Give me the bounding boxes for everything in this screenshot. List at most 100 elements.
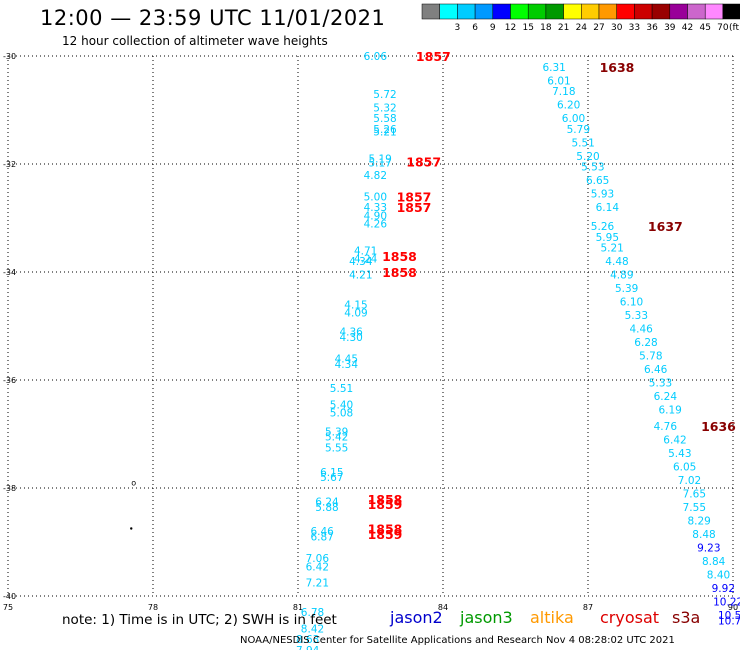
legend-swatch [598,3,617,20]
wave-height-label: 6.14 [596,202,620,214]
wave-height-label: 6.78 [301,607,324,619]
time-label: 1638 [600,60,635,75]
wave-height-label: 4.15 [344,299,367,311]
wave-height-label: 4.48 [605,256,628,268]
wave-height-label: 4.71 [354,245,377,257]
legend-label: 36 [646,23,658,33]
y-tick-label: -40 [3,592,16,601]
wave-height-label: 4.09 [344,308,367,320]
wave-height-label: 4.36 [339,326,363,338]
legend-label: 42 [682,23,693,33]
wave-height-label: 8.40 [707,569,730,581]
x-tick-label: 75 [3,603,13,612]
wave-height-label: 5.95 [596,232,619,244]
wave-height-label: 4.30 [339,332,362,344]
grid [7,55,734,597]
wave-height-label: 4.24 [354,254,378,266]
legend-label: 18 [540,23,552,33]
satellite-label-s3a: s3a [672,608,701,627]
wave-height-label: 5.55 [325,443,348,455]
x-tick-label: 84 [438,603,448,612]
y-tick-label: -30 [3,52,16,61]
island-marker: o [131,479,136,488]
wave-height-label: 5.26 [373,124,397,136]
wave-height-label: 10.55 [718,610,740,622]
wave-height-label: 8.29 [687,515,710,527]
wave-height-label: 4.82 [364,170,387,182]
legend-swatch [616,3,635,20]
wave-height-label: 5.17 [368,157,391,169]
wave-height-label: 10.72 [718,615,740,627]
wave-height-label: 4.45 [335,353,358,365]
legend-swatch [421,3,440,20]
legend-swatch [510,3,529,20]
time-label: 1858 [368,492,403,507]
wave-height-label: 5.42 [325,432,348,444]
wave-height-label: 9.23 [697,542,720,554]
wave-height-label: 5.67 [320,472,343,484]
wave-height-label: 6.24 [315,497,339,509]
legend-swatch [545,3,564,20]
wave-height-label: 5.78 [639,351,662,363]
wave-height-label: 5.20 [576,151,599,163]
time-label: 1857 [397,189,432,204]
legend-label: 15 [522,23,533,33]
legend-label: 33 [629,23,640,33]
legend-swatch [474,3,494,20]
wave-height-label: 6.19 [658,405,681,417]
legend-label: 30 [611,23,623,33]
wave-height-label: 7.21 [306,578,329,590]
satellite-label-altika: altika [530,608,574,627]
island-dot [130,527,133,530]
wave-height-label: 5.79 [567,124,590,136]
wave-height-label: 5.26 [591,221,615,233]
legend-unit: (ft) [729,23,740,33]
x-tick-label: 78 [148,603,158,612]
wave-height-label: 7.94 [296,645,320,650]
wave-height-label: 6.87 [310,532,333,544]
wave-height-label: 5.43 [668,448,691,460]
wave-height-label: 7.18 [552,86,575,98]
legend-swatch [687,3,706,20]
wave-height-label: 5.00 [364,191,387,203]
wave-height-label: 6.28 [634,337,657,349]
wave-height-label: 6.01 [547,75,570,87]
time-label: 1858 [368,522,403,537]
wave-height-label: 7.06 [306,553,330,565]
wave-height-label: 4.34 [335,359,359,371]
wave-height-label: 5.93 [591,189,614,201]
wave-height-label: 6.05 [673,461,696,473]
wave-height-label: 8.42 [301,623,324,635]
wave-height-label: 4.34 [349,256,373,268]
time-label: 1857 [397,200,432,215]
legend-label: 45 [699,23,710,33]
x-tick-label: 90 [728,603,738,612]
wave-height-label: 6.65 [586,175,609,187]
legend-label: 9 [490,23,496,33]
time-label: 1858 [382,249,417,264]
legend-label: 24 [576,23,588,33]
legend-swatch [457,3,476,20]
wave-height-label: 5.53 [581,162,604,174]
legend-label: 39 [664,23,676,33]
wave-height-label: 5.40 [330,399,353,411]
wave-height-label: 6.06 [364,51,388,63]
wave-height-label: 8.48 [692,529,715,541]
wave-height-label: 4.26 [364,218,388,230]
legend-label: 12 [505,23,516,33]
wave-height-label: 5.39 [615,283,638,295]
legend-swatch [527,3,547,20]
wave-height-label: 6.46 [644,364,668,376]
legend-label: 21 [558,23,569,33]
wave-height-label: 5.08 [330,407,353,419]
y-tick-label: -34 [3,268,16,277]
wave-height-label: 5.19 [368,154,391,166]
wave-height-label: 5.33 [649,378,672,390]
legend-swatch [651,3,671,20]
legend-swatch [563,3,582,20]
wave-height-label: 6.42 [663,434,686,446]
wave-height-label: 5.88 [315,502,338,514]
wave-height-label: 9.92 [712,583,735,595]
